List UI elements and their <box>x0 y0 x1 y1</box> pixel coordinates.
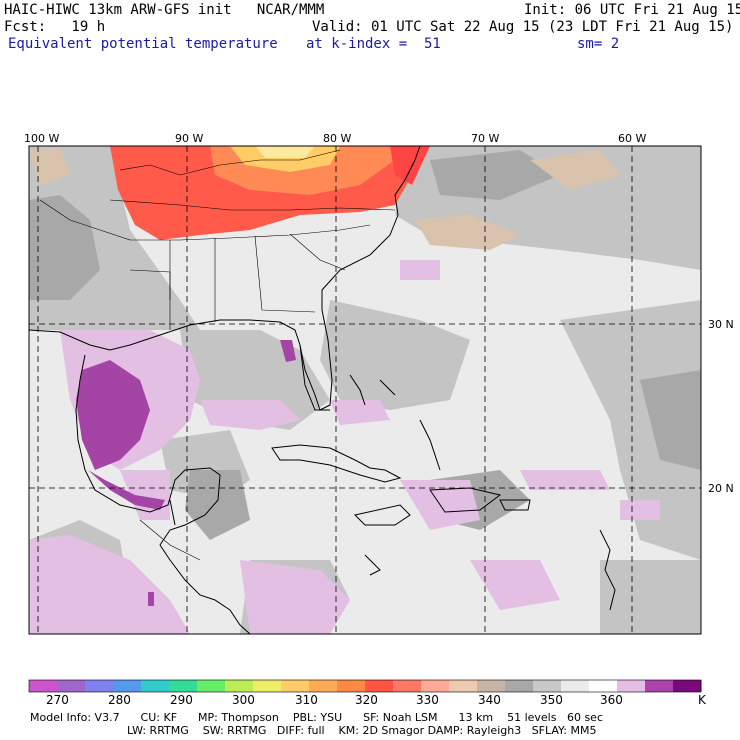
theta-e-370-coastal <box>88 470 165 510</box>
colorbar-swatch <box>281 680 310 692</box>
map-frame <box>28 145 702 635</box>
field-name: Equivalent potential temperature <box>8 36 278 52</box>
colorbar-swatch <box>337 680 366 692</box>
colorbar-swatch <box>421 680 450 692</box>
lon-label-60w: 60 W <box>618 132 647 145</box>
colorbar-swatch <box>477 680 506 692</box>
graticule <box>29 146 701 634</box>
colorbar-swatch <box>253 680 282 692</box>
colorbar-swatch <box>449 680 478 692</box>
level-index: at k-index = 51 <box>306 36 441 52</box>
colorbar-tick-330: 330 <box>416 693 439 707</box>
theta-e-340-region <box>29 148 620 250</box>
lat-label-20n: 20 N <box>708 482 734 495</box>
colorbar-swatch <box>365 680 394 692</box>
theta-e-320-region <box>230 146 340 172</box>
theta-e-370-florida <box>280 340 296 362</box>
theta-e-370-small <box>148 592 154 606</box>
colorbar-tick-290: 290 <box>170 693 193 707</box>
lon-label-90w: 90 W <box>175 132 204 145</box>
forecast-hour: Fcst: 19 h <box>4 19 106 35</box>
colorbar-tick-360: 360 <box>600 693 623 707</box>
theta-e-315-region <box>255 146 315 158</box>
colorbar-swatch <box>141 680 170 692</box>
colorbar-tick-310: 310 <box>295 693 318 707</box>
colorbar-tick-270: 270 <box>46 693 69 707</box>
colorbar-swatch <box>505 680 534 692</box>
colorbar-swatch <box>589 680 618 692</box>
footer-model-info: Model Info: V3.7 CU: KF MP: Thompson PBL… <box>30 711 603 724</box>
colorbar-swatch <box>561 680 590 692</box>
colorbar <box>28 679 702 693</box>
colorbar-swatch <box>85 680 114 692</box>
colorbar-tick-320: 320 <box>355 693 378 707</box>
theta-e-370-region <box>76 360 150 470</box>
smoothing: sm= 2 <box>577 36 620 52</box>
colorbar-swatch <box>393 680 422 692</box>
colorbar-tick-280: 280 <box>108 693 131 707</box>
colorbar-swatch <box>309 680 338 692</box>
colorbar-tick-350: 350 <box>540 693 563 707</box>
colorbar-swatch <box>617 680 646 692</box>
footer-physics-info: LW: RRTMG SW: RRTMG DIFF: full KM: 2D Sm… <box>127 724 597 737</box>
init-time: Init: 06 UTC Fri 21 Aug 15 <box>524 2 740 18</box>
colorbar-swatch <box>169 680 198 692</box>
colorbar-tick-340: 340 <box>478 693 501 707</box>
coastlines <box>29 146 616 634</box>
lon-label-80w: 80 W <box>323 132 352 145</box>
political-borders <box>39 149 396 561</box>
colorbar-swatch <box>673 680 702 692</box>
colorbar-swatch <box>197 680 226 692</box>
colorbar-swatch <box>645 680 674 692</box>
lat-label-30n: 30 N <box>708 318 734 331</box>
lon-label-100w: 100 W <box>24 132 60 145</box>
colorbar-swatch <box>57 680 86 692</box>
colorbar-swatch <box>533 680 562 692</box>
colorbar-frame <box>28 679 702 693</box>
colorbar-swatch <box>225 680 254 692</box>
model-title: HAIC-HIWC 13km ARW-GFS init NCAR/MMM <box>4 2 325 18</box>
colorbar-tick-300: 300 <box>232 693 255 707</box>
theta-e-335-region <box>390 146 430 185</box>
lon-label-70w: 70 W <box>471 132 500 145</box>
colorbar-swatch <box>113 680 142 692</box>
valid-time: Valid: 01 UTC Sat 22 Aug 15 (23 LDT Fri … <box>312 19 734 35</box>
colorbar-unit: K <box>698 693 706 707</box>
colorbar-swatch <box>29 680 58 692</box>
